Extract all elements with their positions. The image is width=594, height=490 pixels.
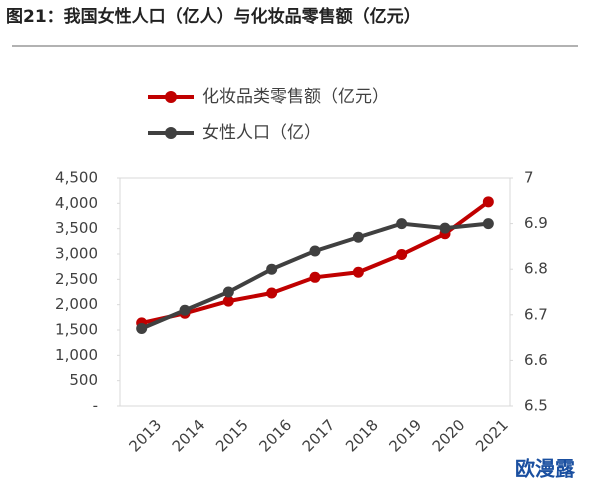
point <box>266 287 278 299</box>
x-tick-label: 2017 <box>299 416 339 456</box>
y-tick-label: 3,500 <box>55 219 98 237</box>
x-tick-label: 2014 <box>169 416 209 456</box>
point <box>352 266 364 278</box>
point <box>266 263 278 275</box>
y-tick-label: 1,500 <box>55 321 98 339</box>
legend-marker <box>165 91 177 103</box>
y-tick-label: - <box>93 397 98 415</box>
plot-frame <box>119 177 511 407</box>
y-tick-label: 2,000 <box>55 295 98 313</box>
y2-tick-label: 7 <box>524 169 534 187</box>
y2-tick-label: 6.6 <box>524 351 548 369</box>
y2-tick-label: 6.8 <box>524 260 548 278</box>
point <box>482 196 494 208</box>
y2-tick-label: 6.9 <box>524 214 548 232</box>
y-tick-label: 1,000 <box>55 346 98 364</box>
point <box>352 231 364 243</box>
point <box>136 322 148 334</box>
x-tick-label: 2020 <box>429 416 469 456</box>
x-tick-label: 2013 <box>125 416 165 456</box>
y-tick-label: 4,500 <box>55 169 98 187</box>
point <box>222 286 234 298</box>
x-tick-label: 2021 <box>472 416 512 456</box>
chart-title: 图21：我国女性人口（亿人）与化妆品零售额（亿元） <box>6 6 421 27</box>
legend-marker <box>165 127 177 139</box>
x-tick-label: 2016 <box>255 416 295 456</box>
x-tick-label: 2018 <box>342 416 382 456</box>
point <box>309 271 321 283</box>
point <box>309 245 321 257</box>
y-tick-label: 4,000 <box>55 194 98 212</box>
y-tick-label: 500 <box>69 371 98 389</box>
legend: 化妆品类零售额（亿元） 女性人口（亿） <box>148 87 389 143</box>
point <box>396 249 408 261</box>
point <box>396 218 408 230</box>
x-tick-label: 2015 <box>212 416 252 456</box>
point <box>439 222 451 234</box>
x-tick-label: 2019 <box>385 416 425 456</box>
y-tick-label: 2,500 <box>55 270 98 288</box>
point <box>179 304 191 316</box>
y2-tick-label: 6.7 <box>524 305 548 323</box>
y2-tick-label: 6.5 <box>524 397 548 415</box>
y-tick-label: 3,000 <box>55 245 98 263</box>
point <box>222 295 234 307</box>
point <box>482 218 494 230</box>
legend-label: 女性人口（亿） <box>202 123 321 143</box>
watermark: 欧漫露 <box>515 457 576 481</box>
legend-label: 化妆品类零售额（亿元） <box>202 87 389 107</box>
